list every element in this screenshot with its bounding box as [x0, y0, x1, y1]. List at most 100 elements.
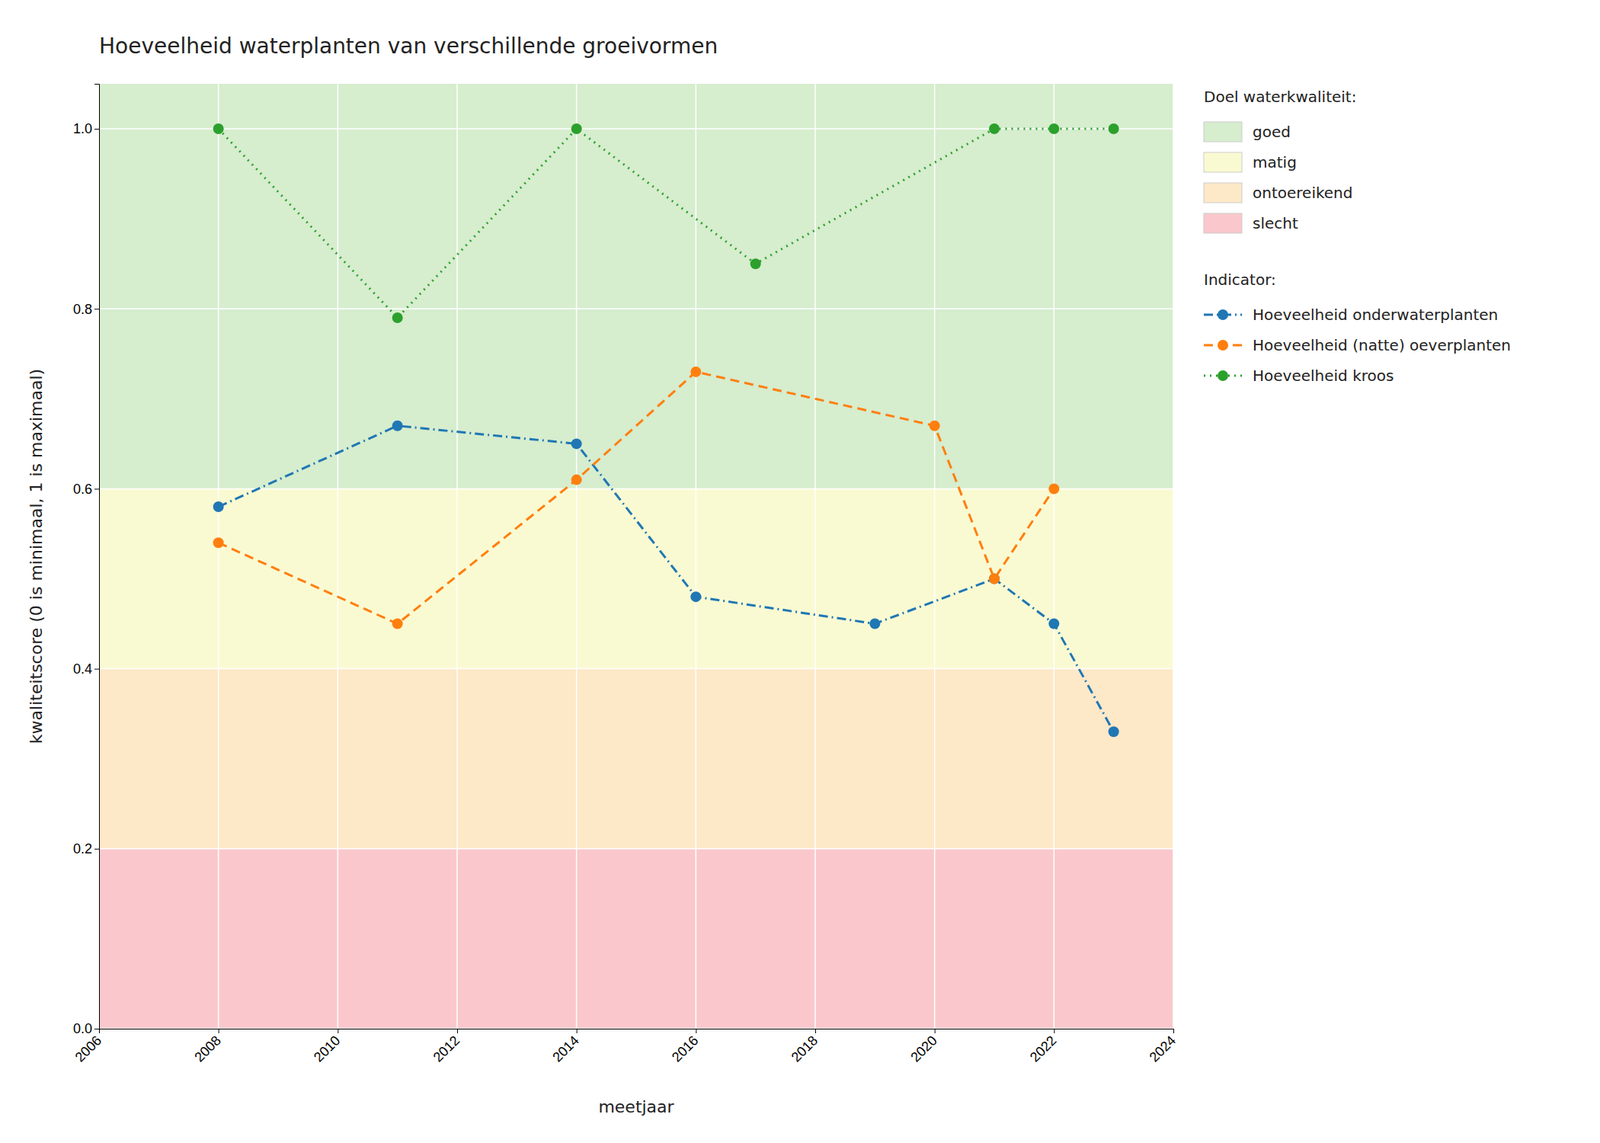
tick-label: 2010 [310, 1032, 343, 1065]
legend-label: Hoeveelheid kroos [1252, 366, 1394, 385]
y-axis-title: kwaliteitscore (0 is minimaal, 1 is maxi… [26, 368, 46, 744]
point [1108, 726, 1120, 737]
axis-line [94, 84, 100, 1030]
point [571, 438, 583, 449]
legend-title: Doel waterkwaliteit: [1203, 87, 1357, 106]
point [988, 573, 1000, 585]
tick-mark [94, 308, 100, 310]
band [99, 668, 1174, 849]
tick-mark [576, 1028, 578, 1034]
plot: 2006200820102012201420162018202020222024… [72, 83, 1179, 1066]
point [988, 573, 1000, 585]
tick-mark [94, 488, 100, 490]
tick-label: 2018 [788, 1032, 821, 1065]
grid [99, 83, 1174, 1029]
tick-label: 2020 [907, 1032, 940, 1065]
point [392, 618, 404, 630]
axis-line [99, 1029, 1175, 1034]
tick-mark [94, 128, 100, 130]
point [690, 591, 701, 602]
grid-line-x [1053, 83, 1056, 1029]
tick-label: 2012 [430, 1032, 463, 1065]
tick: 2018 [788, 1028, 821, 1066]
tick: 0.8 [73, 300, 100, 317]
legend-swatch [1203, 121, 1242, 142]
tick-mark [457, 1028, 458, 1034]
grid-line-x [456, 83, 458, 1029]
tick: 0.4 [73, 661, 100, 677]
tick: 2022 [1027, 1028, 1060, 1066]
grid-line-x [934, 83, 936, 1029]
tick: 2020 [907, 1028, 940, 1066]
legend-swatch [1203, 213, 1242, 234]
tick-mark [695, 1028, 697, 1034]
point [213, 501, 224, 512]
grid-line-y [99, 848, 1174, 850]
tick-label: 0.4 [73, 661, 93, 677]
legend-label: ontoereikend [1252, 183, 1353, 202]
tick-mark [94, 668, 100, 670]
grid-line-x [695, 83, 698, 1029]
legend-label: slecht [1252, 214, 1299, 233]
grid-line-x [576, 83, 578, 1029]
grid-line-x [217, 83, 220, 1029]
legend-swatch [1203, 152, 1242, 173]
tick-mark [934, 1028, 936, 1034]
point [1108, 123, 1120, 135]
point [1048, 483, 1060, 494]
tick-label: 0.8 [73, 300, 93, 317]
tick: 2024 [1146, 1028, 1179, 1066]
point [1048, 618, 1060, 630]
tick-label: 2006 [72, 1032, 105, 1065]
tick-mark [218, 1028, 220, 1034]
series-line [218, 128, 1114, 318]
legend-label: Hoeveelheid (natte) oeverplanten [1252, 336, 1511, 355]
grid-line-x [814, 83, 816, 1029]
tick-label: 0.2 [73, 841, 93, 857]
point [750, 258, 762, 269]
tick-label: 0.6 [73, 481, 93, 497]
tick-label: 2008 [191, 1032, 224, 1065]
tick: 2010 [310, 1028, 343, 1066]
point [690, 366, 701, 378]
tick: 2014 [549, 1028, 582, 1066]
tick: 1.0 [73, 121, 100, 137]
point [392, 312, 404, 324]
point [571, 474, 583, 486]
point [571, 123, 583, 135]
tick: 0.6 [73, 481, 100, 497]
grid-line-x [337, 83, 340, 1029]
grid-line-x [1172, 83, 1174, 1029]
point [392, 420, 404, 432]
tick-mark [1173, 1028, 1175, 1034]
x-axis: 2006200820102012201420162018202020222024 [72, 1028, 1179, 1066]
grid-line-y [99, 1027, 1174, 1029]
chart: 2006200820102012201420162018202020222024… [0, 0, 1600, 1143]
tick-mark [94, 848, 100, 850]
legend-marker [1217, 309, 1229, 320]
legend-marker [1217, 370, 1229, 381]
legend-swatch [1203, 182, 1242, 203]
tick: 0.0 [73, 1020, 100, 1037]
point [213, 537, 224, 548]
grid-line-y [99, 668, 1174, 670]
tick-mark [94, 1028, 100, 1030]
x-axis-title: meetjaar [598, 1097, 675, 1117]
series-line [218, 425, 1114, 733]
tick-mark [815, 1028, 816, 1034]
band [99, 848, 1174, 1029]
legend-marker [1217, 339, 1229, 351]
tick: 2012 [430, 1028, 463, 1066]
legend-label: goed [1252, 122, 1291, 141]
tick-label: 1.0 [73, 121, 93, 137]
point [213, 123, 224, 135]
legend-label: matig [1252, 153, 1297, 172]
point [988, 123, 1000, 135]
tick-label: 2024 [1146, 1032, 1179, 1065]
series-line [218, 371, 1055, 624]
marks [99, 83, 1174, 1029]
legend-title: Indicator: [1203, 270, 1277, 289]
point [929, 420, 941, 432]
point [869, 618, 880, 630]
tick-label: 2014 [549, 1032, 582, 1065]
